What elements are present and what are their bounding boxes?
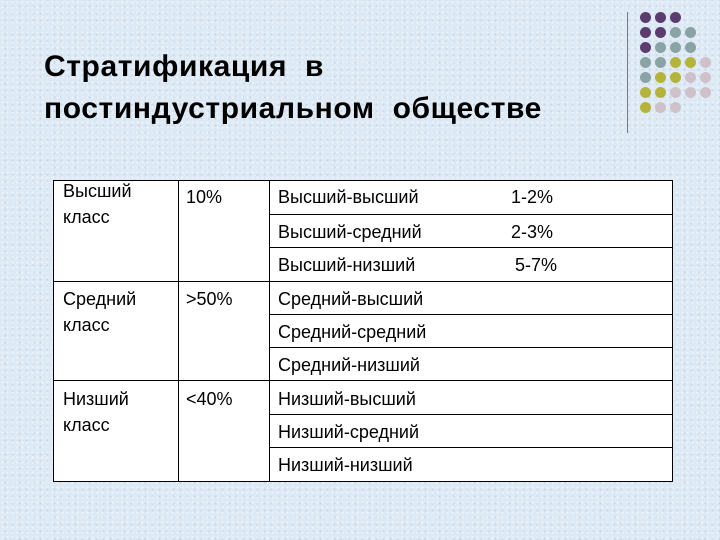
- table-subrow-divider: [269, 347, 672, 348]
- decorative-dot-grid: [640, 12, 716, 122]
- table-subrow-divider: [269, 314, 672, 315]
- table-subrow-divider: [269, 447, 672, 448]
- class-share-middle: >50%: [186, 289, 233, 309]
- table-subrow-divider: [269, 414, 672, 415]
- class-share-lower: <40%: [186, 389, 233, 409]
- subclass-share: 2-3%: [511, 222, 554, 242]
- table-column-divider: [269, 181, 270, 481]
- class-label-lower: Низший класс: [63, 389, 129, 435]
- slide-title-line-1: Стратификация в: [44, 50, 324, 83]
- subclass-share: 5-7%: [515, 255, 558, 275]
- table-subrow-divider: [269, 214, 672, 215]
- slide-title: Стратификация в постиндустриальном общес…: [44, 46, 542, 130]
- class-label-middle: Средний класс: [63, 289, 137, 335]
- slide-title-line-2: постиндустриальном обществе: [44, 92, 542, 125]
- table-row-divider: [54, 380, 672, 381]
- table-subrow-divider: [269, 247, 672, 248]
- class-share-upper: 10%: [186, 187, 223, 207]
- table-row-divider: [54, 281, 672, 282]
- subclass-name: Высший-низший: [278, 255, 416, 275]
- subclass-share: 1-2%: [511, 187, 554, 207]
- subclass-name: Средний-высший: [278, 289, 424, 309]
- subclass-name: Средний-средний: [278, 322, 427, 342]
- stratification-table: Высший класс 10% Высший-высший 1-2% Высш…: [53, 180, 673, 482]
- subclass-name: Средний-низший: [278, 355, 420, 375]
- subclass-name: Высший-средний: [278, 222, 422, 242]
- subclass-name: Высший-высший: [278, 187, 419, 207]
- table-column-divider: [178, 181, 179, 481]
- subclass-name: Низший-средний: [278, 422, 420, 442]
- decorative-divider-line: [627, 12, 628, 133]
- subclass-name: Низший-высший: [278, 389, 416, 409]
- class-label-upper: Высший класс: [63, 181, 132, 227]
- subclass-name: Низший-низший: [278, 455, 413, 475]
